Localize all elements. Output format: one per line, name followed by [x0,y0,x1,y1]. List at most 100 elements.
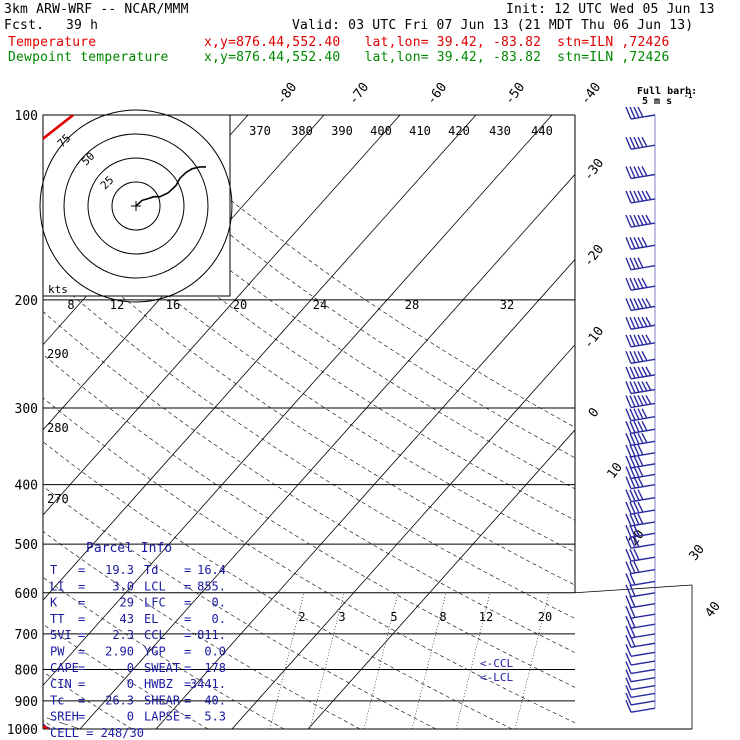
wind-barb-flag [641,408,648,419]
wind-barb-flag [629,455,636,468]
dry-adiabat-line [43,671,133,729]
parcel-equals: = [184,661,191,675]
wind-barb-flag [633,298,640,310]
isotherm-label: -20 [581,242,607,270]
parcel-equals: = [78,563,85,577]
wind-barb [625,466,656,480]
parcel-param-label: LCL [144,579,166,593]
parcel-equals: = [184,710,191,724]
wind-barb-flag [633,466,640,478]
wind-barb-flag [637,351,644,362]
wind-barb-flag [637,513,644,525]
wind-barb-flag [637,444,644,456]
wind-barb [625,584,656,598]
wind-barb-flag [625,525,632,538]
wind-barb-flag [625,166,632,179]
parcel-param-value: 855. [197,579,226,593]
wind-barb [625,513,656,527]
isotherm-line [79,173,575,729]
wind-barb-staff [630,677,656,683]
wind-barb-flag [633,476,640,488]
mixing-ratio-label: 20 [538,610,552,624]
wind-barb [625,298,656,312]
wind-barb-flag [637,366,644,378]
wind-barb-flag [625,548,632,562]
wind-barb-flag [637,214,644,226]
theta-label: 430 [489,124,511,138]
wind-barb-staff [630,707,656,713]
wind-barb-flag [629,395,636,408]
wind-barb-flag [629,595,636,608]
wind-barb-flag [625,644,632,657]
wind-barb [625,166,656,180]
wind-barb-flag [641,298,648,309]
isotherm-label: -30 [581,156,607,184]
theta-e-label: 32 [500,298,514,312]
theta-label: 380 [291,124,313,138]
lcl-marker: <-LCL [480,671,513,684]
isotherm-label: -10 [581,324,607,352]
wind-barb-flag [641,395,648,406]
wind-barb-flag [645,395,652,405]
wind-barb-flag [633,535,640,548]
wind-barb-flag [641,277,648,289]
wind-barb-flag [625,489,632,502]
wind-barb-flag [629,190,636,203]
wind-barb [625,669,656,683]
wind-barb-flag [641,166,648,177]
wind-barb-flag [625,677,632,690]
barb-legend-line2: 5 m s [642,96,672,107]
theta-label: 420 [448,124,470,138]
wind-barb-flag [629,615,636,628]
wind-barb-flag [625,298,632,311]
isotherm-line [307,429,575,729]
parcel-param-value: 0. [212,596,226,610]
wind-barb-flag [629,433,636,446]
parcel-equals: = [78,579,85,593]
parcel-param-label: YGP [144,645,166,659]
wind-barb-staff [630,692,656,699]
wind-barb [625,106,656,120]
wind-barb-flag [633,351,640,363]
parcel-param-value: 16.4 [197,563,226,577]
wind-barb-flag [633,433,640,445]
parcel-equals: = [184,628,191,642]
wind-barb-flag [641,420,648,432]
wind-barb [625,277,656,291]
wind-barb-flag [637,190,644,202]
wind-barb-flag [625,277,632,291]
isotherm-line [155,258,575,729]
isotherm-label: 0 [586,405,603,420]
wind-barb-flag [625,257,632,271]
isotherm-label: -50 [502,80,528,108]
mixing-ratio-label: 3 [338,610,345,624]
parcel-param-label: HWBZ [144,677,173,691]
wind-barb-flag [625,692,632,706]
parcel-equals: = [184,645,191,659]
wind-barb-flag [629,277,636,290]
wind-barb-flag [633,513,640,526]
parcel-info-title: Parcel Info [86,541,172,556]
wind-barb-flag [629,334,636,347]
wind-barb [625,316,656,330]
wind-barb-flag [641,334,648,345]
wind-barb-flag [625,466,632,479]
parcel-param-label: Tc [50,693,64,707]
wind-barb-staff [630,684,656,691]
wind-barb-flag [629,625,636,638]
parcel-equals: = [78,677,85,691]
wind-barb-flag [629,381,636,394]
theta-e-label: 20 [233,298,247,312]
parcel-param-label: CCL [144,628,166,642]
wind-barb-flag [633,408,640,420]
parcel-equals: = [78,628,85,642]
wind-barb [625,334,656,348]
parcel-equals: = [78,612,85,626]
forecast-label: Fcst. [4,18,45,33]
wind-barb [625,351,656,365]
forecast-hour: 39 h [66,18,99,33]
parcel-param-label: EL [144,612,158,626]
wind-barb-flag [625,652,632,666]
wind-barb [625,573,656,587]
temperature-legend-info: x,y=876.44,552.40 lat,lon= 39.42, -83.82… [204,35,670,50]
